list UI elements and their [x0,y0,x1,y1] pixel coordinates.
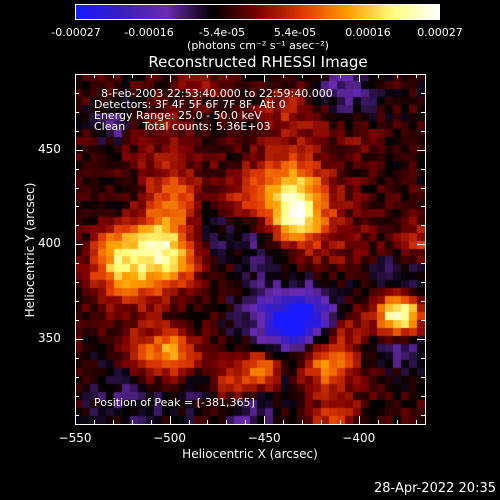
plot-area: 8-Feb-2003 22:53:40.000 to 22:59:40.000 … [75,74,425,424]
x-tick-label: −450 [247,431,281,445]
colorbar-gradient [75,4,440,20]
colorbar-tick-label: -0.00027 [51,26,101,39]
y-tick-label: 450 [38,141,61,156]
x-axis-label: Heliocentric X (arcsec) [182,447,318,461]
clean-counts-label: Clean Total counts: 5.36E+03 [94,120,271,133]
colorbar-tick-label: 5.4e-05 [273,26,317,39]
colorbar [75,4,440,20]
y-tick-label: 350 [38,330,61,345]
chart-title: Reconstructed RHESSI Image [148,53,368,71]
colorbar-tick-label: -5.4e-05 [198,26,246,39]
x-tick-label: −500 [153,431,187,445]
colorbar-tick-label: 0.00027 [417,26,463,39]
x-tick-label: −550 [58,431,92,445]
colorbar-tick-label: -0.00016 [124,26,174,39]
y-axis-label: Heliocentric Y (arcsec) [23,182,37,318]
y-tick-label: 400 [38,236,61,251]
peak-position-label: Position of Peak = [-381,365] [94,396,255,409]
colorbar-unit-label: (photons cm⁻² s⁻¹ asec⁻²) [187,39,329,52]
footer-timestamp: 28-Apr-2022 20:35 [374,481,496,496]
colorbar-tick-label: 0.00016 [345,26,391,39]
x-tick-label: −400 [342,431,376,445]
